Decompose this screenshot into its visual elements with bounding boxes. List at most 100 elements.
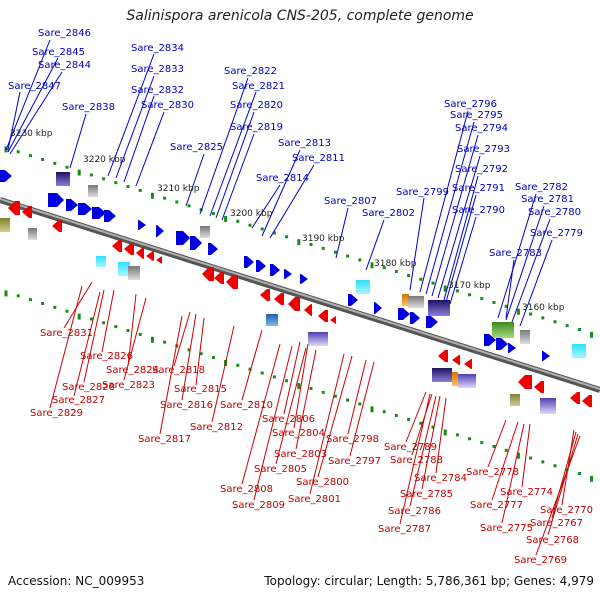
gene-label[interactable]: Sare_2781 bbox=[521, 194, 574, 205]
gene-label[interactable]: Sare_2831 bbox=[40, 328, 93, 339]
gene-label[interactable]: Sare_2789 bbox=[384, 442, 437, 453]
leader-line bbox=[497, 193, 537, 319]
forward-gene-arrow bbox=[542, 351, 550, 361]
gene-label[interactable]: Sare_2817 bbox=[138, 434, 191, 445]
forward-gene-arrow bbox=[256, 260, 266, 272]
gene-label[interactable]: Sare_2786 bbox=[388, 506, 441, 517]
leader-line bbox=[283, 341, 301, 415]
gene-label[interactable]: Sare_2784 bbox=[414, 473, 467, 484]
scale-tick bbox=[516, 308, 520, 315]
gene-label[interactable]: Sare_2790 bbox=[452, 205, 505, 216]
forward-gene-arrow bbox=[104, 210, 116, 222]
gene-label[interactable]: Sare_2777 bbox=[470, 500, 523, 511]
feature-box bbox=[56, 172, 70, 186]
gene-label[interactable]: Sare_2834 bbox=[131, 43, 184, 54]
gene-label[interactable]: Sare_2795 bbox=[450, 110, 503, 121]
gene-label[interactable]: Sare_2768 bbox=[526, 535, 579, 546]
gene-label[interactable]: Sare_2767 bbox=[530, 518, 583, 529]
scale-tick bbox=[504, 448, 508, 452]
scale-tick bbox=[4, 290, 8, 297]
gene-label[interactable]: Sare_2805 bbox=[254, 464, 307, 475]
gene-label[interactable]: Sare_2846 bbox=[38, 28, 91, 39]
gene-label[interactable]: Sare_2807 bbox=[324, 196, 377, 207]
gene-label[interactable]: Sare_2833 bbox=[131, 64, 184, 75]
gene-label[interactable]: Sare_2822 bbox=[224, 66, 277, 77]
gene-label[interactable]: Sare_2826 bbox=[80, 351, 133, 362]
gene-label[interactable]: Sare_2818 bbox=[152, 365, 205, 376]
gene-label[interactable]: Sare_2825 bbox=[170, 142, 223, 153]
gene-label[interactable]: Sare_2798 bbox=[326, 434, 379, 445]
gene-label[interactable]: Sare_2844 bbox=[38, 60, 91, 71]
gene-label[interactable]: Sare_2782 bbox=[515, 182, 568, 193]
gene-label[interactable]: Sare_2829 bbox=[30, 408, 83, 419]
gene-label[interactable]: Sare_2769 bbox=[514, 555, 567, 566]
gene-label[interactable]: Sare_2801 bbox=[288, 494, 341, 505]
reverse-gene-arrow bbox=[214, 272, 224, 284]
gene-label[interactable]: Sare_2814 bbox=[256, 173, 309, 184]
gene-label[interactable]: Sare_2794 bbox=[455, 123, 508, 134]
gene-label[interactable]: Sare_2811 bbox=[292, 153, 345, 164]
gene-label[interactable]: Sare_2830 bbox=[141, 100, 194, 111]
gene-label[interactable]: Sare_2783 bbox=[489, 248, 542, 259]
scale-tick bbox=[297, 239, 301, 246]
gene-label[interactable]: Sare_2816 bbox=[160, 400, 213, 411]
gene-label[interactable]: Sare_2824 bbox=[106, 365, 159, 376]
gene-label[interactable]: Sare_2779 bbox=[530, 228, 583, 239]
gene-label[interactable]: Sare_2791 bbox=[452, 183, 505, 194]
gene-label[interactable]: Sare_2827 bbox=[52, 395, 105, 406]
gene-label[interactable]: Sare_2808 bbox=[220, 484, 273, 495]
forward-gene-arrow bbox=[138, 220, 146, 230]
scale-tick bbox=[285, 379, 289, 383]
gene-label[interactable]: Sare_2799 bbox=[396, 187, 449, 198]
gene-label[interactable]: Sare_2775 bbox=[480, 523, 533, 534]
leader-line bbox=[9, 71, 63, 155]
gene-label[interactable]: Sare_2810 bbox=[220, 400, 273, 411]
gene-label[interactable]: Sare_2787 bbox=[378, 524, 431, 535]
gene-label[interactable]: Sare_2803 bbox=[274, 449, 327, 460]
gene-label[interactable]: Sare_2838 bbox=[62, 102, 115, 113]
scale-tick bbox=[590, 475, 594, 482]
gene-label[interactable]: Sare_2797 bbox=[328, 456, 381, 467]
scale-tick bbox=[187, 204, 191, 208]
scale-tick bbox=[297, 383, 301, 390]
scale-tick bbox=[516, 452, 520, 459]
gene-label[interactable]: Sare_2819 bbox=[230, 122, 283, 133]
gene-label[interactable]: Sare_2815 bbox=[174, 384, 227, 395]
gene-label[interactable]: Sare_2802 bbox=[362, 208, 415, 219]
gene-label[interactable]: Sare_2823 bbox=[102, 380, 155, 391]
gene-label[interactable]: Sare_2770 bbox=[540, 505, 593, 516]
feature-box bbox=[96, 256, 106, 267]
forward-gene-arrow bbox=[398, 308, 410, 320]
gene-label[interactable]: Sare_2785 bbox=[400, 489, 453, 500]
gene-label[interactable]: Sare_2800 bbox=[296, 477, 349, 488]
leader-line bbox=[511, 218, 551, 323]
scale-tick bbox=[77, 169, 81, 176]
leader-line bbox=[335, 207, 349, 259]
gene-label[interactable]: Sare_2828 bbox=[62, 382, 115, 393]
reverse-gene-arrow bbox=[22, 206, 32, 218]
gene-label[interactable]: Sare_2806 bbox=[262, 414, 315, 425]
gene-label[interactable]: Sare_2774 bbox=[500, 487, 553, 498]
leader-line bbox=[445, 194, 477, 303]
gene-label[interactable]: Sare_2812 bbox=[190, 422, 243, 433]
scale-tick bbox=[480, 297, 484, 301]
gene-label[interactable]: Sare_2778 bbox=[466, 467, 519, 478]
scale-tick bbox=[53, 161, 57, 165]
gene-label[interactable]: Sare_2820 bbox=[230, 100, 283, 111]
scale-tick bbox=[53, 305, 57, 309]
forward-gene-arrow bbox=[92, 207, 106, 219]
gene-label[interactable]: Sare_2796 bbox=[444, 99, 497, 110]
gene-label[interactable]: Sare_2780 bbox=[528, 207, 581, 218]
gene-label[interactable]: Sare_2813 bbox=[278, 138, 331, 149]
scale-tick bbox=[358, 258, 362, 262]
gene-label[interactable]: Sare_2845 bbox=[32, 47, 85, 58]
gene-label[interactable]: Sare_2809 bbox=[232, 500, 285, 511]
scale-tick bbox=[321, 246, 325, 250]
gene-label[interactable]: Sare_2792 bbox=[455, 164, 508, 175]
gene-label[interactable]: Sare_2788 bbox=[390, 455, 443, 466]
gene-label[interactable]: Sare_2804 bbox=[272, 428, 325, 439]
gene-label[interactable]: Sare_2793 bbox=[457, 144, 510, 155]
gene-label[interactable]: Sare_2847 bbox=[8, 81, 61, 92]
gene-label[interactable]: Sare_2821 bbox=[232, 81, 285, 92]
gene-label[interactable]: Sare_2832 bbox=[131, 85, 184, 96]
